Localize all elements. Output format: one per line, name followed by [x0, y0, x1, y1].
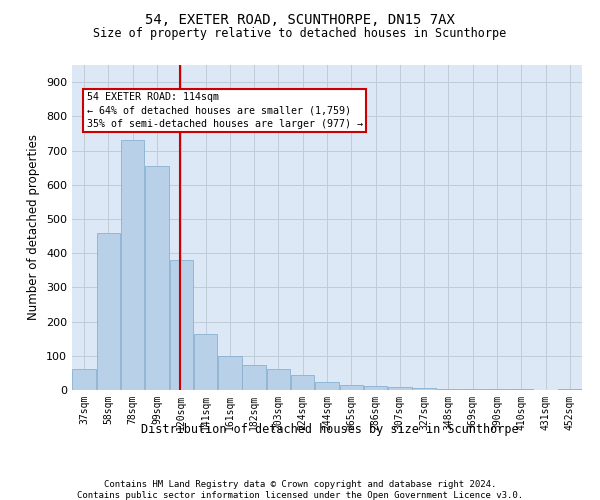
Text: Size of property relative to detached houses in Scunthorpe: Size of property relative to detached ho… — [94, 28, 506, 40]
Bar — [145, 166, 169, 390]
Bar — [437, 389, 460, 390]
Bar — [315, 382, 339, 390]
Bar — [364, 386, 388, 390]
Bar — [340, 385, 363, 390]
Text: 54 EXETER ROAD: 114sqm
← 64% of detached houses are smaller (1,759)
35% of semi-: 54 EXETER ROAD: 114sqm ← 64% of detached… — [86, 92, 362, 129]
Text: Distribution of detached houses by size in Scunthorpe: Distribution of detached houses by size … — [141, 422, 519, 436]
Bar — [242, 365, 266, 390]
Bar — [170, 260, 193, 390]
Text: Contains HM Land Registry data © Crown copyright and database right 2024.: Contains HM Land Registry data © Crown c… — [104, 480, 496, 489]
Bar — [291, 374, 314, 390]
Bar — [218, 356, 242, 390]
Text: Contains public sector information licensed under the Open Government Licence v3: Contains public sector information licen… — [77, 491, 523, 500]
Bar — [485, 389, 509, 390]
Text: 54, EXETER ROAD, SCUNTHORPE, DN15 7AX: 54, EXETER ROAD, SCUNTHORPE, DN15 7AX — [145, 12, 455, 26]
Bar — [461, 389, 484, 390]
Bar — [266, 370, 290, 390]
Bar — [73, 370, 96, 390]
Bar — [412, 388, 436, 390]
Bar — [194, 334, 217, 390]
Bar — [388, 386, 412, 390]
Bar — [121, 140, 145, 390]
Y-axis label: Number of detached properties: Number of detached properties — [28, 134, 40, 320]
Bar — [97, 232, 120, 390]
